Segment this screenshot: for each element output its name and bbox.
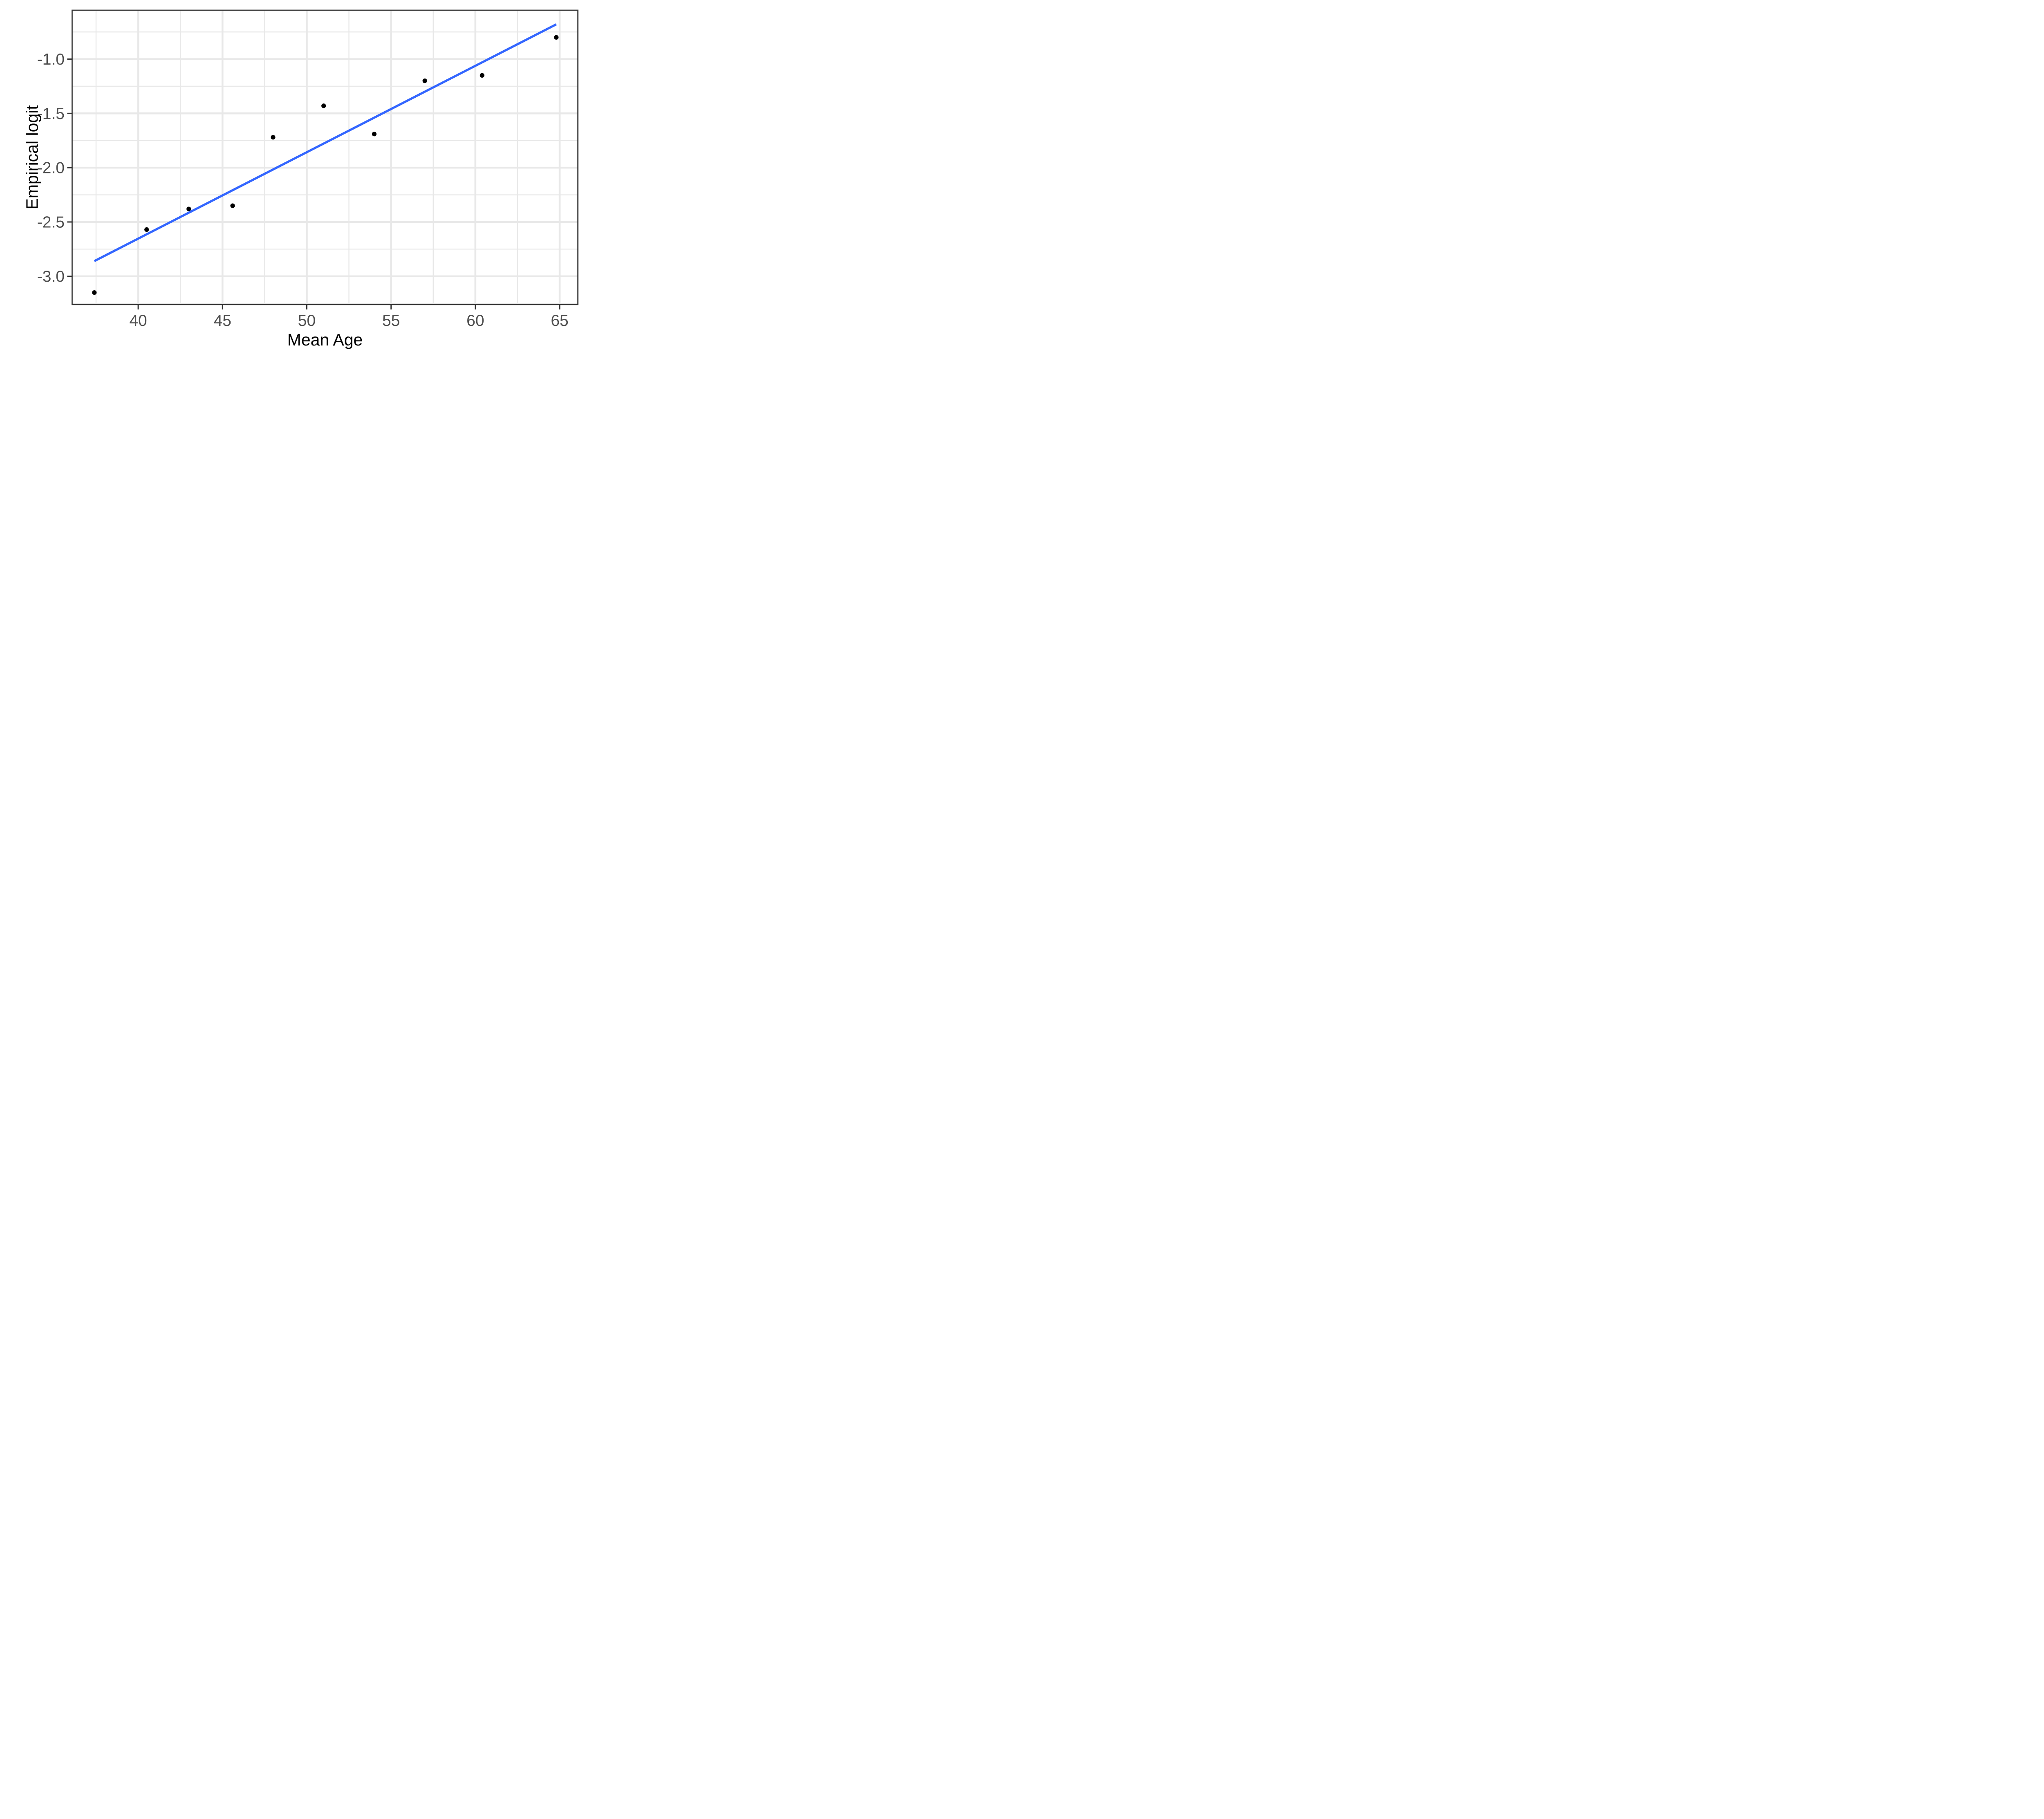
data-point (186, 206, 191, 211)
x-tick-label: 50 (298, 312, 316, 330)
data-point (372, 132, 377, 137)
data-point (92, 290, 97, 295)
scatter-plot-canvas: 40 45 50 55 60 65 -1.0 -1.5 -2.0 -2.5 -3.0 Mean A… (22, 9, 578, 349)
data-point (321, 103, 326, 108)
data-point (422, 79, 427, 83)
major-gridlines-group (72, 10, 578, 305)
axis-ticks-group (67, 58, 560, 310)
data-point (480, 73, 484, 78)
y-tick-label: -3.0 (37, 268, 65, 285)
y-tick-label: -2.0 (37, 159, 65, 177)
y-tick-label: -2.5 (37, 213, 65, 231)
y-tick-label: -1.0 (37, 51, 65, 68)
minor-gridlines-group (72, 10, 578, 305)
data-point (230, 203, 235, 208)
x-tick-labels-group: 40 45 50 55 60 65 (129, 312, 568, 330)
x-tick-label: 45 (214, 312, 231, 330)
regression-line (94, 23, 557, 262)
data-points-group (92, 35, 559, 295)
x-tick-label: 65 (551, 312, 568, 330)
data-point (271, 135, 276, 140)
x-tick-label: 55 (382, 312, 400, 330)
scatter-plot-figure: 40 45 50 55 60 65 -1.0 -1.5 -2.0 -2.5 -3.0 Mean A… (0, 0, 589, 364)
x-axis-title: Mean Age (287, 330, 363, 349)
y-tick-label: -1.5 (37, 105, 65, 123)
y-axis-title: Empirical logit (22, 105, 41, 210)
fit-line-group (94, 23, 557, 262)
y-tick-labels-group: -1.0 -1.5 -2.0 -2.5 -3.0 (37, 51, 65, 285)
panel-border (71, 9, 578, 305)
x-tick-label: 40 (129, 312, 147, 330)
data-point (144, 227, 149, 232)
data-point (554, 35, 559, 40)
x-tick-label: 60 (466, 312, 484, 330)
